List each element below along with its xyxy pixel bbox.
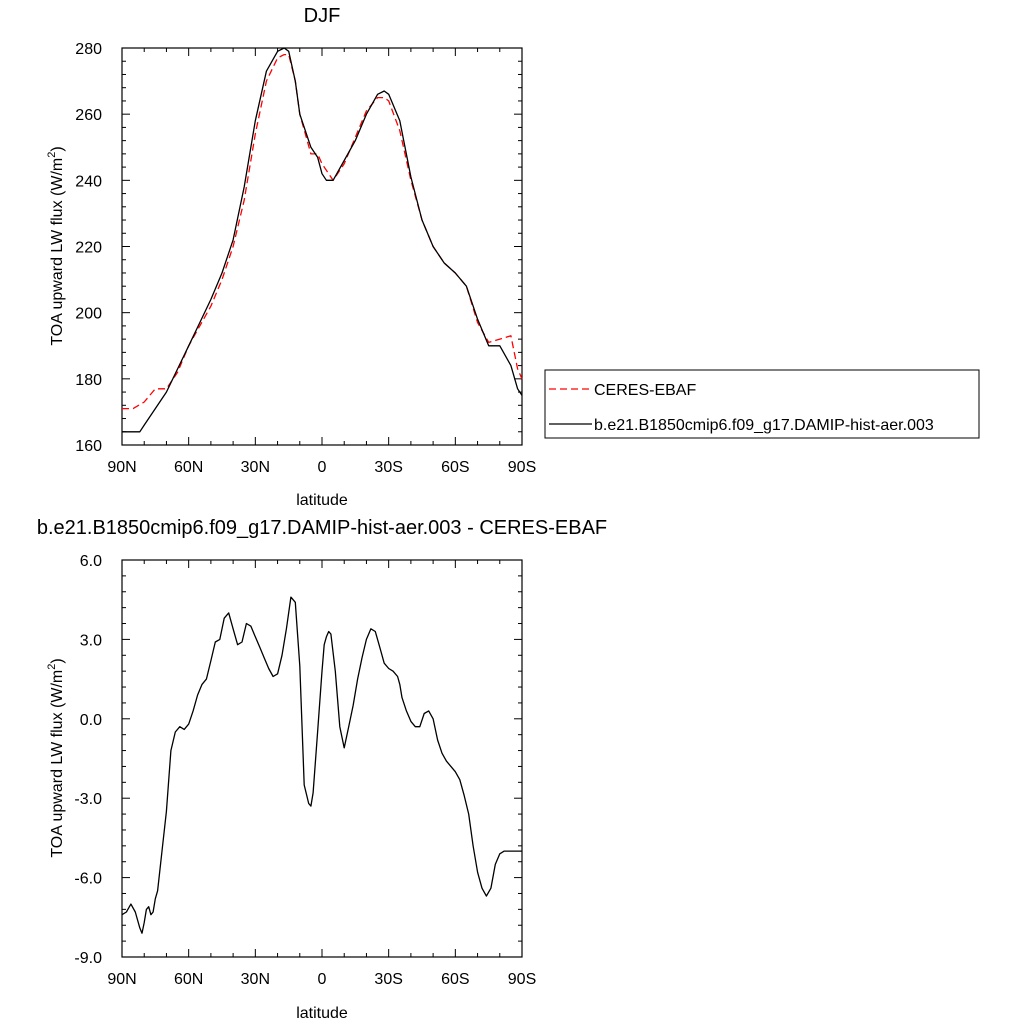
- bottom-x-tick-label: 60N: [174, 971, 203, 988]
- legend-label-ceres: CERES-EBAF: [594, 382, 696, 399]
- bottom-axis-ticks: 90N 60N 30N 0 30S 60S 90S -9.0 -6.0 -3.0 0.0 3.0 6.0: [74, 553, 536, 988]
- top-x-tick-label: 30N: [241, 459, 270, 476]
- bottom-y-axis-label: TOA upward LW flux (W/m2): [46, 658, 66, 857]
- top-x-tick-label: 90N: [107, 459, 136, 476]
- top-series: [122, 47, 523, 433]
- bottom-y-tick-label: 3.0: [80, 632, 102, 649]
- bottom-y-tick-label: 0.0: [80, 712, 102, 729]
- legend: CERES-EBAF b.e21.B1850cmip6.f09_g17.DAMI…: [544, 369, 980, 439]
- bottom-y-axis-label-sup: 2: [46, 664, 58, 670]
- bottom-series: [121, 596, 522, 934]
- bottom-x-tick-label: 60S: [441, 971, 469, 988]
- top-x-tick-label: 90S: [508, 459, 536, 476]
- bottom-panel: b.e21.B1850cmip6.f09_g17.DAMIP-hist-aer.…: [37, 517, 607, 1022]
- top-axis-ticks: 90N 60N 30N 0 30S 60S 90S 160 180 200 220 240 260 280: [75, 41, 536, 476]
- bottom-y-tick-label: -9.0: [74, 950, 102, 967]
- top-x-tick-label: 60S: [441, 459, 469, 476]
- legend-box: [544, 369, 980, 439]
- bottom-y-axis-label-end: ): [49, 658, 66, 663]
- top-panel: DJF 90N 60N 30N 0 30S 60S 90S 160 180 200 220 240 26…: [46, 5, 980, 509]
- top-y-tick-label: 260: [75, 107, 102, 124]
- bottom-x-axis-label: latitude: [296, 1005, 348, 1022]
- bottom-x-tick-label: 30S: [374, 971, 402, 988]
- bottom-y-tick-label: -6.0: [74, 871, 102, 888]
- bottom-plot-frame: [121, 559, 523, 958]
- top-plot-frame: [121, 47, 523, 446]
- top-x-tick-label: 30S: [374, 459, 402, 476]
- top-x-tick-label: 60N: [174, 459, 203, 476]
- top-chart-title: DJF: [304, 5, 341, 27]
- bottom-y-axis-label-main: TOA upward LW flux (W/m: [49, 670, 66, 858]
- top-y-tick-label: 220: [75, 240, 102, 257]
- bottom-y-tick-label: 6.0: [80, 553, 102, 570]
- bottom-x-tick-label: 0: [318, 971, 327, 988]
- bottom-x-tick-label: 30N: [241, 971, 270, 988]
- top-y-axis-label: TOA upward LW flux (W/m2): [46, 146, 66, 345]
- top-y-axis-label-sup: 2: [46, 152, 58, 158]
- bottom-chart-title: b.e21.B1850cmip6.f09_g17.DAMIP-hist-aer.…: [37, 517, 607, 539]
- bottom-x-tick-label: 90S: [508, 971, 536, 988]
- bottom-series-line-0: [121, 596, 522, 934]
- legend-label-model: b.e21.B1850cmip6.f09_g17.DAMIP-hist-aer.…: [594, 417, 934, 434]
- top-x-tick-label: 0: [318, 459, 327, 476]
- top-y-tick-label: 160: [75, 438, 102, 455]
- top-y-axis-label-end: ): [49, 146, 66, 151]
- top-y-tick-label: 180: [75, 372, 102, 389]
- top-y-tick-label: 240: [75, 173, 102, 190]
- top-x-axis-label: latitude: [296, 492, 348, 509]
- bottom-x-tick-label: 90N: [107, 971, 136, 988]
- top-y-axis-label-main: TOA upward LW flux (W/m: [49, 158, 66, 346]
- top-series-line-0: [122, 53, 523, 410]
- top-y-tick-label: 200: [75, 306, 102, 323]
- bottom-y-tick-label: -3.0: [74, 791, 102, 808]
- top-series-line-1: [122, 47, 523, 433]
- top-y-tick-label: 280: [75, 41, 102, 58]
